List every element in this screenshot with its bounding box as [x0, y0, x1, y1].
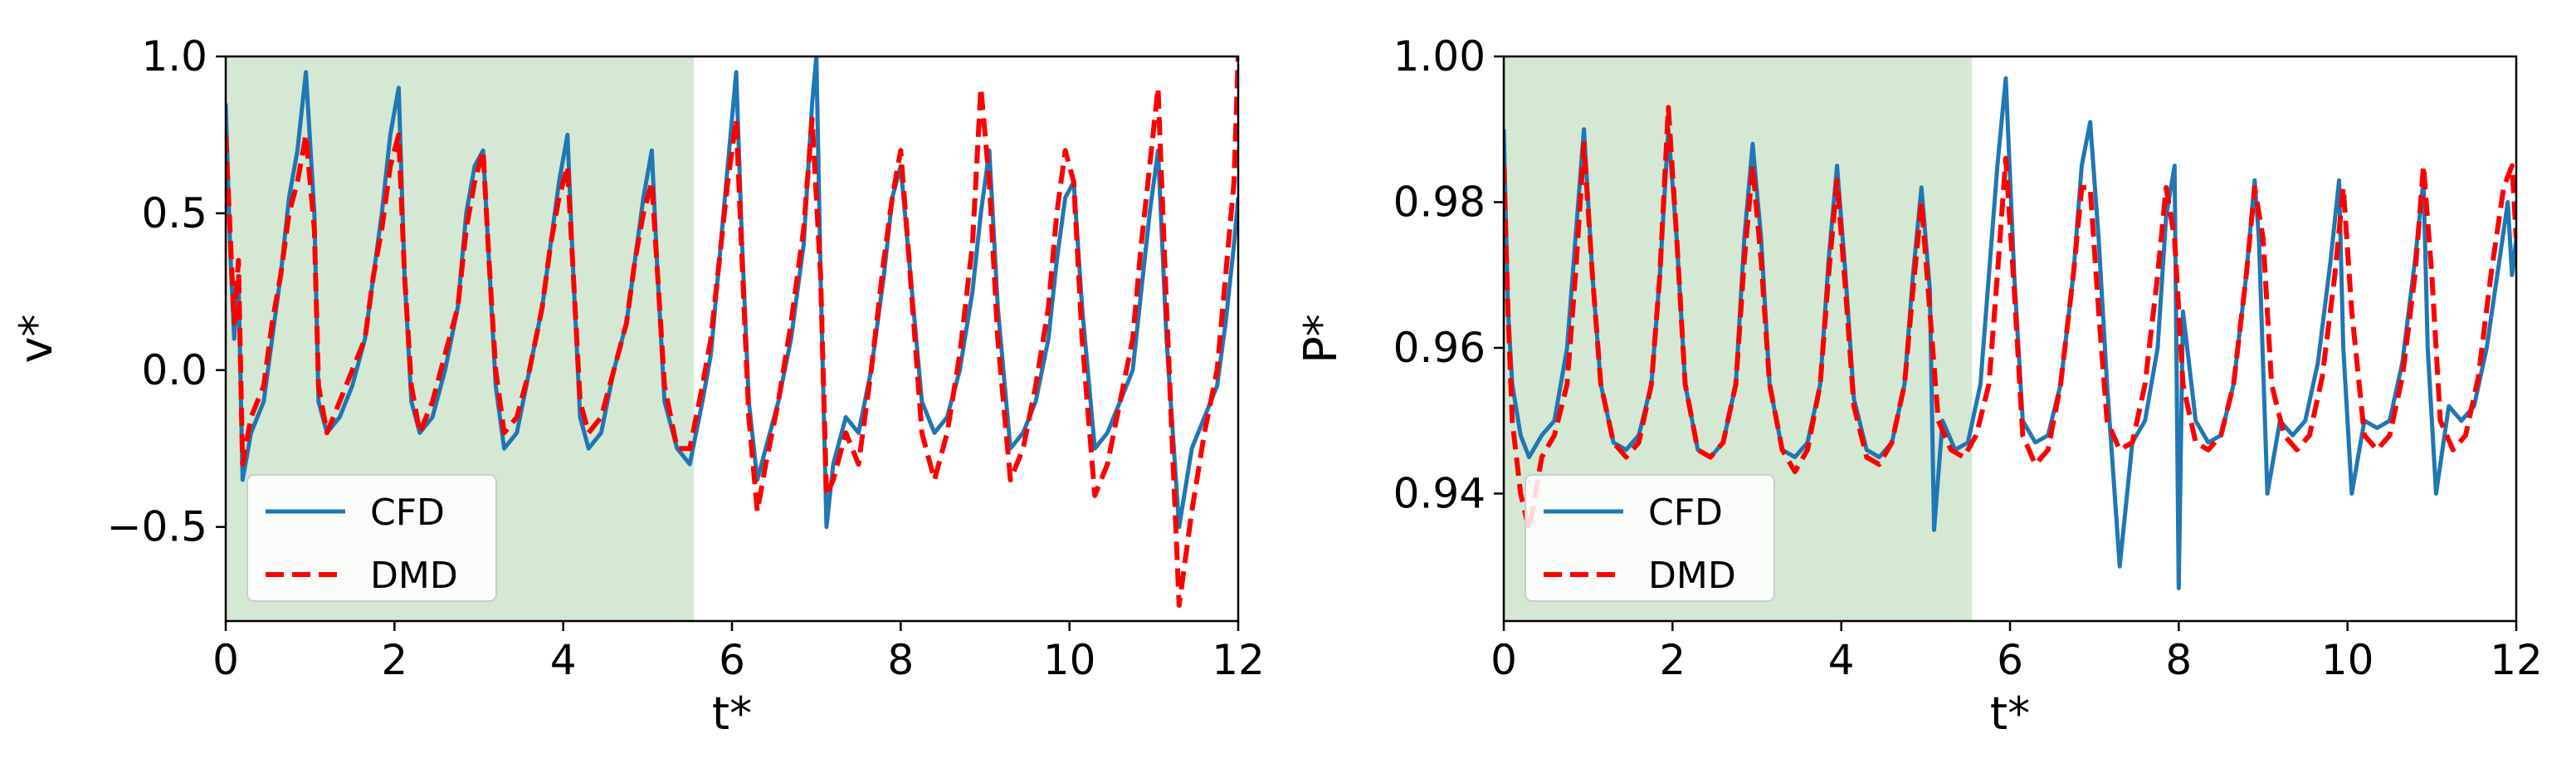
series-line-dmd — [226, 56, 1238, 609]
legend-label-cfd: CFD — [370, 492, 445, 534]
y-tick-label: −0.5 — [107, 503, 207, 551]
y-tick-label: 0.5 — [141, 189, 207, 237]
x-tick-label: 2 — [381, 636, 407, 684]
x-tick-label: 6 — [719, 636, 745, 684]
chart-p-pressure: 0 2 4 6 8 10 12 0.94 0.96 0.98 1.00 t* P* CFD DMD — [1295, 32, 2543, 740]
legend-label-cfd: CFD — [1648, 492, 1723, 534]
x-tick-label: 0 — [1490, 636, 1517, 684]
x-tick-label: 8 — [2165, 636, 2192, 684]
x-tick-label: 12 — [1212, 636, 1265, 684]
x-tick-label: 6 — [1997, 636, 2023, 684]
x-tick-label: 10 — [1043, 636, 1096, 684]
y-axis-label: v* — [10, 315, 62, 364]
y-tick-label: 1.00 — [1393, 32, 1486, 81]
y-tick-label: 0.98 — [1393, 178, 1486, 226]
y-tick-label: 1.0 — [141, 32, 207, 81]
x-tick-label: 4 — [550, 636, 577, 684]
legend-box — [246, 474, 497, 602]
x-axis-label: t* — [712, 687, 752, 740]
legend: CFD DMD — [246, 474, 497, 602]
x-tick-label: 2 — [1659, 636, 1686, 684]
series-line-cfd — [226, 56, 1238, 530]
legend: CFD DMD — [1525, 474, 1775, 602]
x-tick-label: 8 — [887, 636, 914, 684]
chart-v-velocity: 0 2 4 6 8 10 12 −0.5 0.0 0.5 1.0 t* v* CFD DMD — [10, 32, 1265, 740]
legend-label-dmd: DMD — [1648, 555, 1736, 597]
x-tick-label: 10 — [2321, 636, 2374, 684]
x-axis-label: t* — [1990, 687, 2030, 740]
plot-lines — [226, 56, 1238, 609]
y-tick-label: 0.94 — [1393, 469, 1486, 517]
plot-lines — [1504, 76, 2516, 590]
y-tick-label: 0.96 — [1393, 324, 1486, 372]
x-tick-label: 0 — [212, 636, 239, 684]
legend-box — [1525, 474, 1775, 602]
y-axis-label: P* — [1295, 314, 1347, 364]
x-tick-label: 12 — [2490, 636, 2543, 684]
y-tick-label: 0.0 — [141, 346, 207, 394]
legend-label-dmd: DMD — [370, 555, 458, 597]
x-tick-label: 4 — [1828, 636, 1855, 684]
